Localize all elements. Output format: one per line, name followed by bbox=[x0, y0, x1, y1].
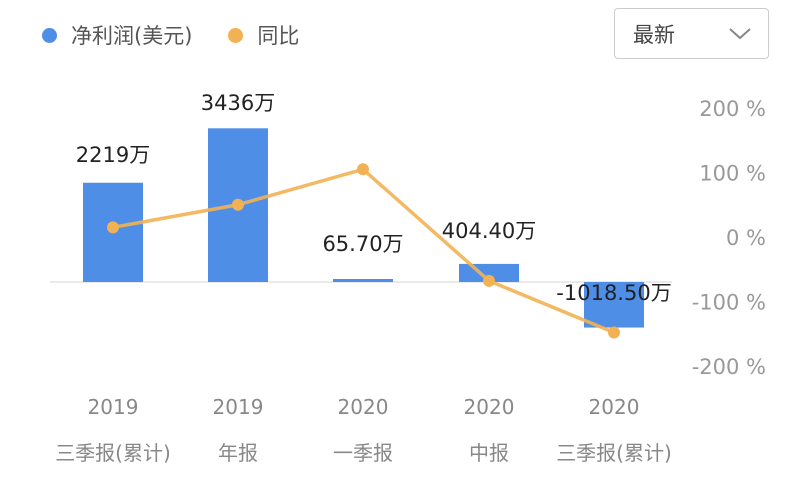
bar-data-label: -1018.50万 bbox=[556, 281, 671, 305]
x-axis-tick-label-year: 2020 bbox=[589, 395, 640, 419]
point-yoy bbox=[107, 221, 119, 234]
period-select-value: 最新 bbox=[633, 22, 675, 47]
y-axis-tick-label: 200 % bbox=[699, 97, 766, 121]
point-yoy bbox=[357, 163, 369, 176]
x-axis-tick-label-period: 一季报 bbox=[333, 441, 393, 465]
y-axis-tick-label: -100 % bbox=[692, 291, 766, 315]
bar-data-label: 404.40万 bbox=[442, 219, 536, 243]
y-axis-tick-label: 0 % bbox=[726, 226, 766, 250]
legend-item-yoy[interactable]: 同比 bbox=[228, 20, 299, 50]
x-axis-tick-label-year: 2020 bbox=[464, 395, 515, 419]
x-axis-tick-label-year: 2019 bbox=[88, 395, 139, 419]
x-axis-tick-label-period: 年报 bbox=[218, 441, 258, 465]
legend-item-net-profit[interactable]: 净利润(美元) bbox=[42, 20, 192, 50]
x-axis-tick-label-year: 2019 bbox=[213, 395, 264, 419]
period-select-dropdown[interactable]: 最新 bbox=[614, 8, 769, 59]
point-yoy bbox=[608, 326, 620, 339]
y-axis-tick-label: -200 % bbox=[692, 355, 766, 379]
legend-label-yoy: 同比 bbox=[257, 24, 300, 48]
x-axis-tick-label-period: 三季报(累计) bbox=[55, 441, 171, 465]
legend-swatch-yoy bbox=[228, 27, 244, 43]
bar-data-label: 65.70万 bbox=[322, 232, 403, 256]
point-yoy bbox=[232, 198, 244, 211]
y-axis-tick-label: 100 % bbox=[699, 162, 766, 186]
x-axis-tick-label-period: 三季报(累计) bbox=[556, 441, 672, 465]
x-axis-tick-label-year: 2020 bbox=[338, 395, 389, 419]
bar-net-profit bbox=[584, 282, 644, 328]
chart-legend: 净利润(美元) 同比 bbox=[42, 19, 335, 51]
legend-swatch-net-profit bbox=[42, 27, 57, 43]
bar-net-profit bbox=[333, 279, 393, 282]
legend-label-net-profit: 净利润(美元) bbox=[71, 24, 193, 48]
chevron-down-icon bbox=[728, 23, 752, 47]
bar-data-label: 2219万 bbox=[76, 143, 150, 167]
point-yoy bbox=[483, 274, 495, 287]
x-axis-tick-label-period: 中报 bbox=[469, 441, 509, 465]
bar-data-label: 3436万 bbox=[201, 91, 275, 115]
